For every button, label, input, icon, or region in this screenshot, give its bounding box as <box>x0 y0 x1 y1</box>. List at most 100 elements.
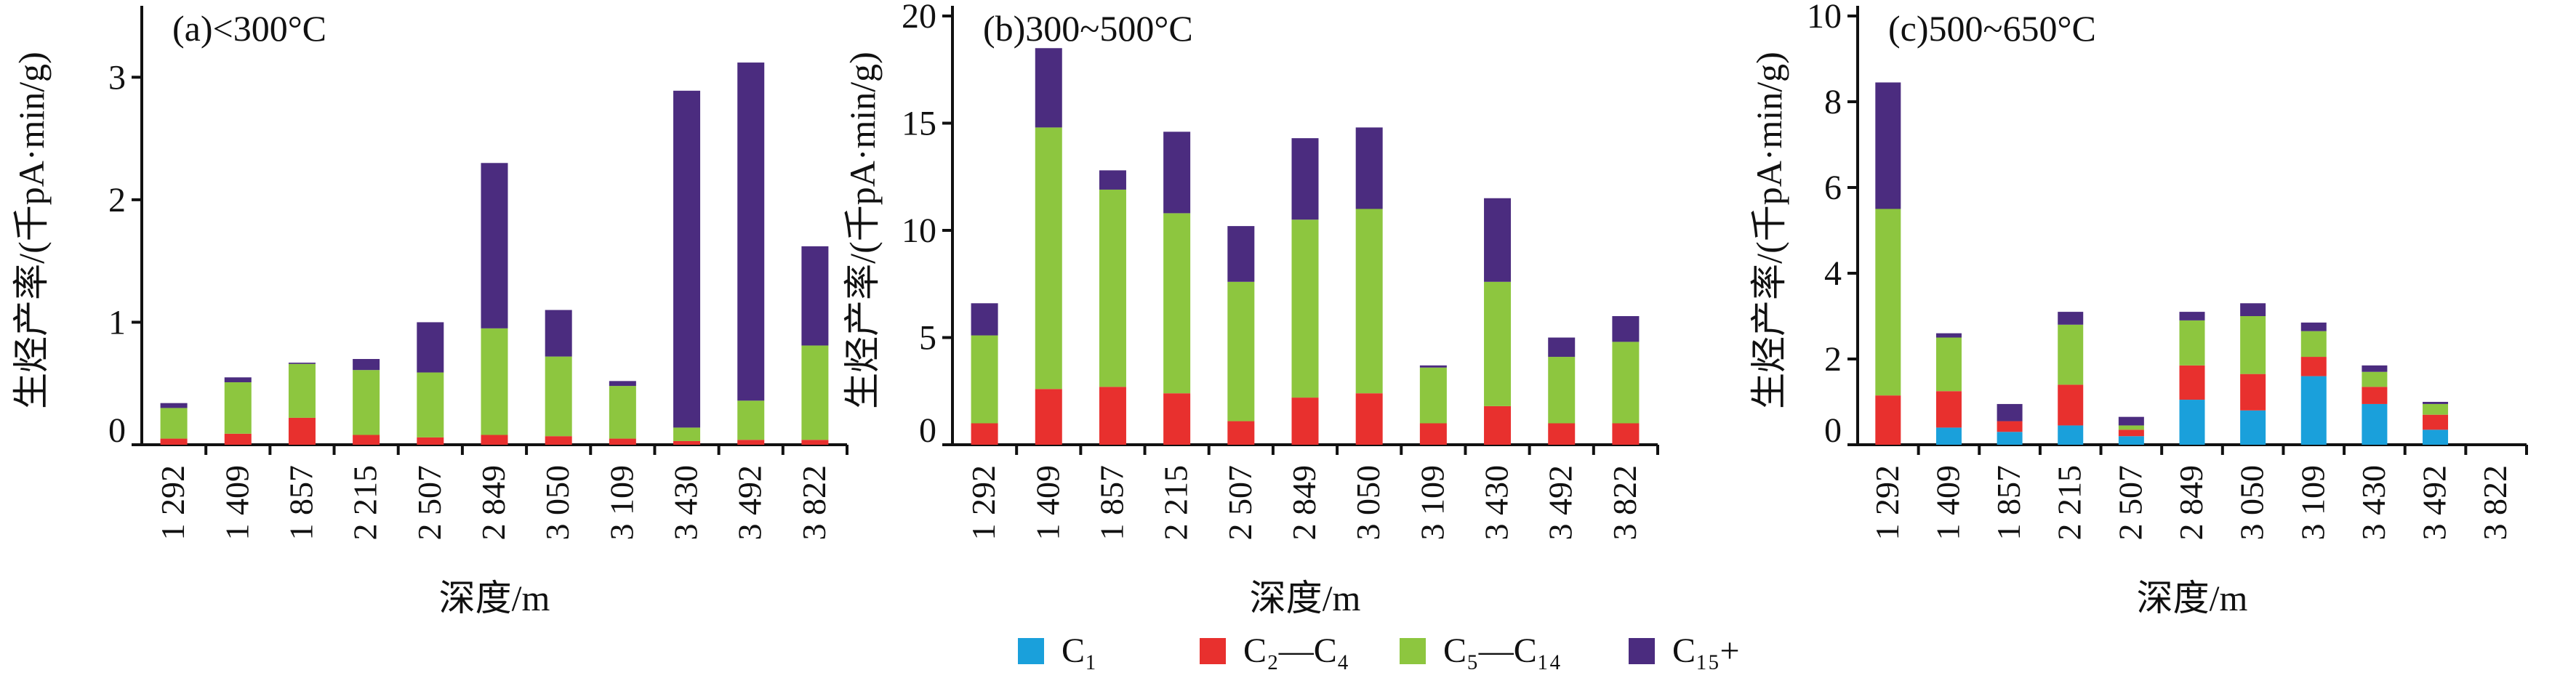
bar-c-c15 <box>2300 322 2327 331</box>
bar-a-c5-c14 <box>288 363 316 418</box>
bar-a-c2-c4 <box>609 438 636 445</box>
panel-title-b: (b)300~500°C <box>983 8 1193 49</box>
x-tick-label-a: 2 849 <box>475 465 512 541</box>
bar-b-c5-c14 <box>1484 281 1512 406</box>
x-tick-label-b: 3 109 <box>1413 465 1450 541</box>
bar-c-c5-c14 <box>2179 320 2205 366</box>
y-tick-label-b: 0 <box>919 411 936 450</box>
bar-c-c1 <box>2240 410 2266 445</box>
bar-b-c15 <box>971 303 998 336</box>
bar-c-c15 <box>2362 365 2388 372</box>
legend-swatch-c5-c14 <box>1400 638 1426 664</box>
x-tick-label-a: 3 822 <box>795 465 832 541</box>
x-tick-label-b: 3 050 <box>1349 465 1387 541</box>
bar-b-c5-c14 <box>1099 189 1126 387</box>
y-tick-label-b: 5 <box>919 319 936 358</box>
bar-c-c15 <box>2058 312 2084 325</box>
x-axis-label-b: 深度/m <box>1250 578 1361 618</box>
bar-a-c2-c4 <box>417 437 444 445</box>
bar-b-c2-c4 <box>1035 389 1062 445</box>
bar-a-c15 <box>737 62 765 401</box>
panel-title-c: (c)500~650°C <box>1888 8 2096 49</box>
bar-a-c2-c4 <box>737 440 765 445</box>
legend-label-c5-c14: C₅—C₁₄ <box>1443 631 1562 670</box>
legend-item-c1: C₁ <box>1018 629 1097 673</box>
bar-c-c1 <box>2362 403 2388 445</box>
bar-a-c2-c4 <box>353 435 380 445</box>
bar-a-c5-c14 <box>160 408 188 439</box>
y-tick-label-c: 0 <box>1824 411 1842 450</box>
bar-c-c1 <box>1997 432 2023 445</box>
y-tick-label-c: 8 <box>1824 83 1842 121</box>
bar-c-c5-c14 <box>1935 337 1962 392</box>
x-tick-label-c: 1 409 <box>1929 465 1966 541</box>
bar-a-c5-c14 <box>673 427 701 441</box>
bar-a-c5-c14 <box>417 372 444 437</box>
x-tick-label-a: 1 292 <box>154 465 191 541</box>
bar-b-c15 <box>1035 48 1062 128</box>
bar-c-c15 <box>2118 416 2144 426</box>
bar-b-c15 <box>1291 138 1319 220</box>
y-axis-label-b: 生烃产率/(千pA·min/g) <box>842 52 883 409</box>
bar-b-c5-c14 <box>1227 281 1255 421</box>
x-tick-label-c: 3 109 <box>2294 465 2331 541</box>
bar-c-c1 <box>2058 425 2084 445</box>
bar-b-c2-c4 <box>1419 423 1447 445</box>
x-tick-label-a: 3 492 <box>731 465 769 541</box>
bar-a-c15 <box>481 163 508 328</box>
bar-c-c2-c4 <box>2362 387 2388 404</box>
x-tick-label-c: 1 857 <box>1990 465 2027 541</box>
x-tick-label-b: 1 409 <box>1029 465 1066 541</box>
bar-a-c15 <box>609 381 636 387</box>
x-tick-label-c: 1 292 <box>1869 465 1906 541</box>
x-tick-label-b: 2 215 <box>1157 465 1195 541</box>
x-tick-label-a: 2 507 <box>411 465 448 541</box>
bar-c-c1 <box>2179 400 2205 445</box>
bar-b-c15 <box>1099 170 1126 190</box>
x-tick-label-c: 2 507 <box>2111 465 2148 541</box>
bar-a-c2-c4 <box>224 433 252 445</box>
bar-b-c5-c14 <box>1612 342 1640 424</box>
bar-c-c15 <box>1935 333 1962 338</box>
bar-b-c15 <box>1355 127 1383 209</box>
bar-a-c2-c4 <box>481 435 508 445</box>
legend-label-c1: C₁ <box>1062 631 1097 670</box>
x-tick-label-c: 3 492 <box>2416 465 2453 541</box>
bar-a-c15 <box>160 403 188 408</box>
bar-c-c15 <box>2179 312 2205 320</box>
bar-a-c5-c14 <box>481 328 508 435</box>
bar-b-c2-c4 <box>1099 387 1126 445</box>
y-tick-label-c: 10 <box>1807 0 1842 36</box>
y-tick-label-a: 3 <box>108 58 126 97</box>
bar-a-c15 <box>417 322 444 373</box>
x-tick-label-a: 3 109 <box>603 465 640 541</box>
x-tick-label-b: 1 292 <box>965 465 1002 541</box>
bar-c-c2-c4 <box>1875 395 1901 445</box>
bar-b-c2-c4 <box>1355 393 1383 445</box>
bar-b-c2-c4 <box>971 423 998 445</box>
bar-c-c2-c4 <box>2118 429 2144 437</box>
legend: C₁ C₂—C₄ C₅—C₁₄ C₁₅+ <box>1018 629 1832 673</box>
bar-c-c2-c4 <box>1997 421 2023 432</box>
bar-a-c15 <box>673 90 701 428</box>
bar-b-c2-c4 <box>1291 398 1319 445</box>
bar-b-c5-c14 <box>1163 213 1191 394</box>
y-tick-label-b: 10 <box>902 211 936 250</box>
bar-c-c5-c14 <box>2362 371 2388 387</box>
bar-a-c5-c14 <box>353 370 380 435</box>
legend-item-c2-c4: C₂—C₄ <box>1200 629 1349 673</box>
bar-b-c2-c4 <box>1548 423 1576 445</box>
bar-c-c2-c4 <box>2423 414 2449 430</box>
y-tick-label-c: 4 <box>1824 254 1842 293</box>
legend-label-c2-c4: C₂—C₄ <box>1243 631 1349 670</box>
y-tick-label-b: 20 <box>902 0 936 36</box>
bar-a-c5-c14 <box>801 345 829 440</box>
bar-b-c5-c14 <box>1291 219 1319 398</box>
x-tick-label-c: 3 822 <box>2476 465 2513 541</box>
bar-c-c15 <box>2240 303 2266 316</box>
bar-a-c2-c4 <box>160 438 188 445</box>
bar-b-c15 <box>1484 198 1512 282</box>
bar-b-c15 <box>1419 365 1447 368</box>
bar-c-c5-c14 <box>2423 403 2449 415</box>
